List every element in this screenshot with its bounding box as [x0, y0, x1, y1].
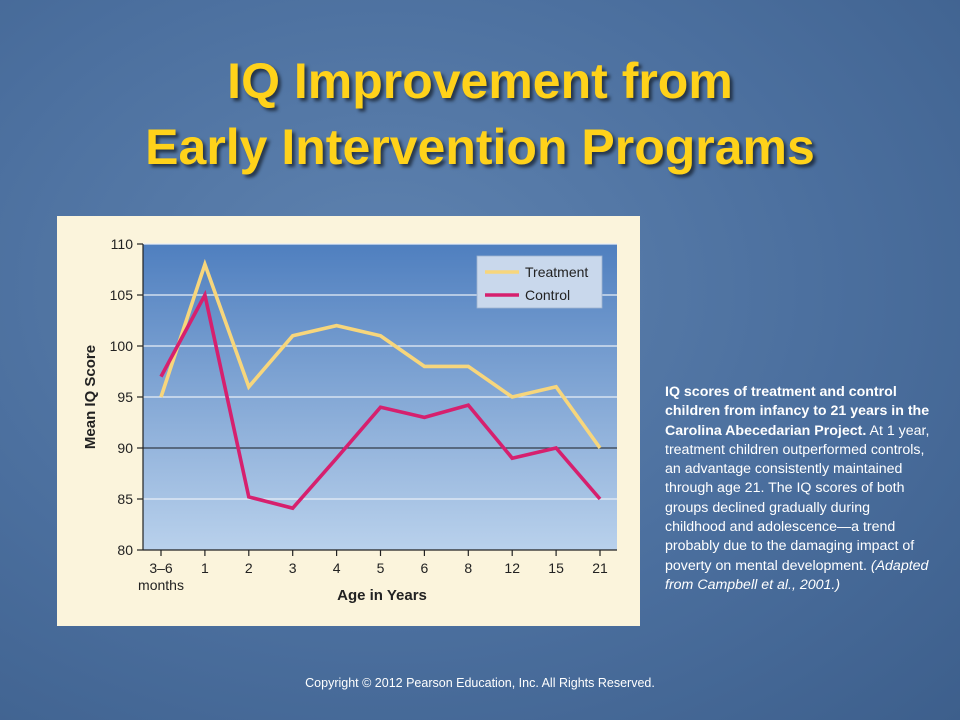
treatment-data-point — [203, 262, 207, 266]
y-tick-label: 110 — [111, 236, 134, 252]
x-tick-sublabel: months — [138, 577, 184, 593]
control-data-point — [203, 293, 207, 297]
control-data-point — [510, 456, 514, 460]
x-tick-label: 1 — [201, 560, 209, 576]
x-tick-label: 21 — [592, 560, 608, 576]
copyright-notice: Copyright © 2012 Pearson Education, Inc.… — [305, 676, 655, 690]
title-line-2: Early Intervention Programs — [145, 119, 815, 175]
control-data-point — [247, 495, 251, 499]
treatment-data-point — [510, 395, 514, 399]
treatment-legend-label: Treatment — [525, 264, 588, 280]
treatment-data-point — [466, 364, 470, 368]
control-legend-label: Control — [525, 287, 570, 303]
control-data-point — [159, 375, 163, 379]
control-data-point — [335, 456, 339, 460]
caption-bold: IQ scores of treatment and control child… — [665, 384, 930, 439]
caption-text: At 1 year, treatment children outperform… — [665, 422, 930, 574]
chart-panel: Treatment Control 80 85 90 95 100 105 110 3–6 1 2 3… — [57, 216, 640, 626]
x-tick-label: 15 — [548, 560, 564, 576]
control-data-point — [379, 405, 383, 409]
treatment-data-point — [598, 446, 602, 450]
control-data-point — [291, 506, 295, 510]
treatment-series-line — [159, 258, 602, 450]
y-tick-label: 80 — [117, 542, 133, 558]
treatment-data-point — [291, 334, 295, 338]
y-tick-label: 100 — [110, 338, 134, 354]
title-line-1: IQ Improvement from — [227, 53, 733, 109]
x-tick-label: 4 — [333, 560, 341, 576]
control-data-point — [598, 497, 602, 501]
treatment-data-point — [422, 364, 426, 368]
treatment-data-point — [247, 385, 251, 389]
x-tick-label: 3–6 — [149, 560, 173, 576]
treatment-data-point — [379, 334, 383, 338]
control-data-point — [422, 415, 426, 419]
treatment-data-point — [554, 385, 558, 389]
x-tick-label: 5 — [377, 560, 385, 576]
treatment-data-point — [335, 324, 339, 328]
control-data-point — [466, 403, 470, 407]
y-tick-label: 105 — [110, 287, 134, 303]
y-axis-title: Mean IQ Score — [82, 345, 99, 449]
x-tick-label: 3 — [289, 560, 297, 576]
y-tick-label: 90 — [117, 440, 133, 456]
y-tick-label: 95 — [117, 389, 133, 405]
control-series-line — [159, 289, 602, 511]
y-tick-label: 85 — [117, 491, 133, 507]
treatment-data-point — [159, 395, 163, 399]
legend-box — [476, 255, 603, 309]
control-data-point — [554, 446, 558, 450]
x-tick-label: 2 — [245, 560, 253, 576]
x-axis-title: Age in Years — [337, 587, 427, 604]
x-tick-label: 12 — [504, 560, 520, 576]
x-tick-label: 8 — [464, 560, 472, 576]
x-tick-label: 6 — [421, 560, 429, 576]
figure-caption: IQ scores of treatment and control child… — [665, 383, 930, 595]
slide-title: IQ Improvement from Early Intervention P… — [0, 48, 960, 180]
caption-citation: (Adapted from Campbell et al., 2001.) — [665, 557, 929, 593]
